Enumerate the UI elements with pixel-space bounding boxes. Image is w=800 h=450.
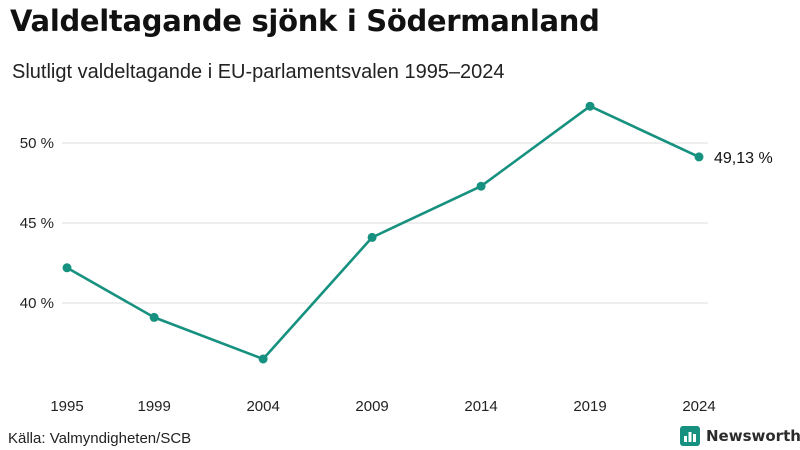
x-tick-label-2009: 2009 <box>355 398 388 415</box>
data-points <box>62 101 704 364</box>
gridlines <box>62 142 708 304</box>
data-point-2019 <box>585 101 595 111</box>
data-point-2024 <box>694 152 704 162</box>
x-tick-label-1995: 1995 <box>50 398 83 415</box>
end-value-label: 49,13 % <box>714 150 773 167</box>
y-tick-label-50: 50 % <box>20 135 54 152</box>
data-point-2014 <box>476 181 486 191</box>
x-tick-label-2004: 2004 <box>246 398 279 415</box>
brand-name: Newsworthy <box>706 427 800 445</box>
newsworthy-logo-icon <box>680 426 700 446</box>
data-point-1995 <box>62 263 72 273</box>
chart-subtitle: Slutligt valdeltagande i EU-parlamentsva… <box>12 61 505 83</box>
brand-logo: Newsworthy <box>680 425 800 447</box>
series-line <box>65 104 701 361</box>
y-tick-label-40: 40 % <box>20 295 54 312</box>
data-point-2004 <box>258 354 268 364</box>
x-tick-label-1999: 1999 <box>137 398 170 415</box>
y-axis-ticks: 40 % 45 % 50 % <box>20 135 54 312</box>
chart-title: Valdeltagande sjönk i Södermanland <box>10 4 600 38</box>
data-point-1999 <box>149 312 159 322</box>
series-line-layer <box>65 104 701 361</box>
x-tick-label-2014: 2014 <box>464 398 497 415</box>
data-point-2009 <box>367 232 377 242</box>
source-note: Källa: Valmyndigheten/SCB <box>8 430 192 447</box>
x-tick-label-2019: 2019 <box>573 398 606 415</box>
x-axis-ticks: 1995 1999 2004 2009 2014 2019 2024 <box>50 398 715 415</box>
x-tick-label-2024: 2024 <box>682 398 715 415</box>
y-tick-label-45: 45 % <box>20 215 54 232</box>
